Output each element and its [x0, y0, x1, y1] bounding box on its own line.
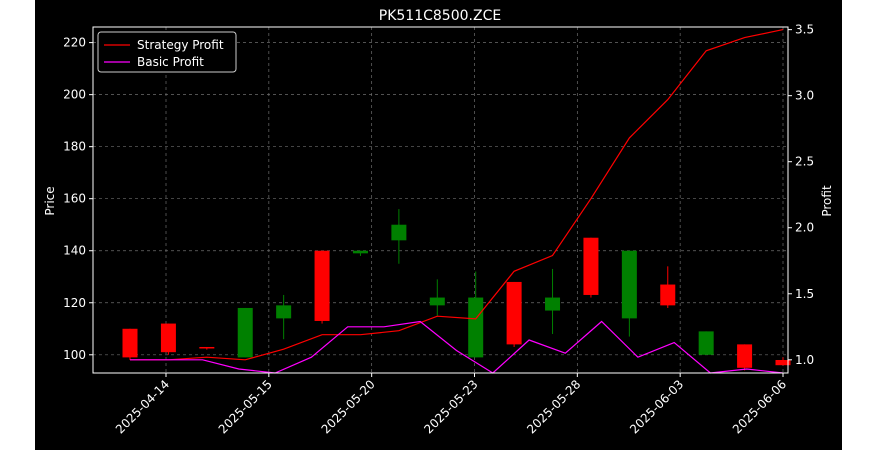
x-tick-label: 2025-05-23 — [421, 377, 480, 436]
y-right-tick-label: 2.0 — [795, 221, 814, 235]
candle-body — [506, 281, 522, 345]
y-axis-right-label: Profit — [820, 185, 834, 217]
y-right-tick-label: 1.5 — [795, 287, 814, 301]
candlestick-chart: PK511C8500.ZCE Price Profit 100 120 140 160… — [43, 8, 834, 437]
y-right-tick-label: 2.5 — [795, 155, 814, 169]
candle-body — [468, 297, 484, 358]
candle-body — [122, 328, 138, 358]
y-right-tick-label: 3.5 — [795, 23, 814, 37]
legend-label: Basic Profit — [137, 55, 204, 69]
chart-title: PK511C8500.ZCE — [379, 8, 501, 24]
y-tick-label: 160 — [63, 192, 86, 206]
y-tick-label: 200 — [63, 88, 86, 102]
legend-label: Strategy Profit — [137, 38, 224, 52]
y-tick-label: 180 — [63, 140, 86, 154]
candle-body — [237, 307, 253, 358]
candle-body — [621, 250, 637, 319]
candle-body — [660, 284, 676, 306]
candle-body — [199, 346, 215, 349]
candle-body — [775, 359, 791, 366]
chart-frame: PK511C8500.ZCE Price Profit 100 120 140 160… — [35, 0, 842, 450]
y-right-tick-label: 1.0 — [795, 353, 814, 367]
candle-body — [737, 344, 753, 368]
candle-body — [545, 297, 561, 311]
legend: Strategy Profit Basic Profit — [97, 31, 237, 73]
axis-ticks: 100 120 140 160 180 200 220 1.0 1.5 2.0 2.5 3.0 3.5 2… — [63, 23, 814, 437]
y-tick-label: 220 — [63, 36, 86, 50]
profit-lines — [130, 29, 784, 374]
candle-body — [698, 331, 714, 355]
legend-box — [97, 31, 237, 73]
x-tick-label: 2025-06-06 — [730, 377, 789, 436]
basic-profit-line — [130, 320, 784, 374]
candle-body — [352, 250, 368, 254]
y-axis-label: Price — [43, 186, 57, 215]
y-tick-label: 140 — [63, 244, 86, 258]
candle-body — [391, 224, 407, 241]
plot-area-border — [92, 26, 789, 374]
y-tick-label: 100 — [63, 348, 86, 362]
x-tick-label: 2025-05-20 — [319, 377, 378, 436]
x-tick-label: 2025-06-03 — [627, 377, 686, 436]
candle-body — [429, 297, 445, 306]
candle-body — [160, 323, 176, 353]
strategy-profit-line — [130, 29, 784, 361]
candle-body — [314, 250, 330, 321]
y-right-tick-label: 3.0 — [795, 89, 814, 103]
x-tick-label: 2025-04-14 — [113, 377, 172, 436]
candle-body — [276, 305, 292, 319]
x-tick-label: 2025-05-28 — [524, 377, 583, 436]
y-tick-label: 120 — [63, 296, 86, 310]
x-tick-label: 2025-05-15 — [216, 377, 275, 436]
candles — [122, 209, 791, 371]
candle-body — [583, 237, 599, 295]
